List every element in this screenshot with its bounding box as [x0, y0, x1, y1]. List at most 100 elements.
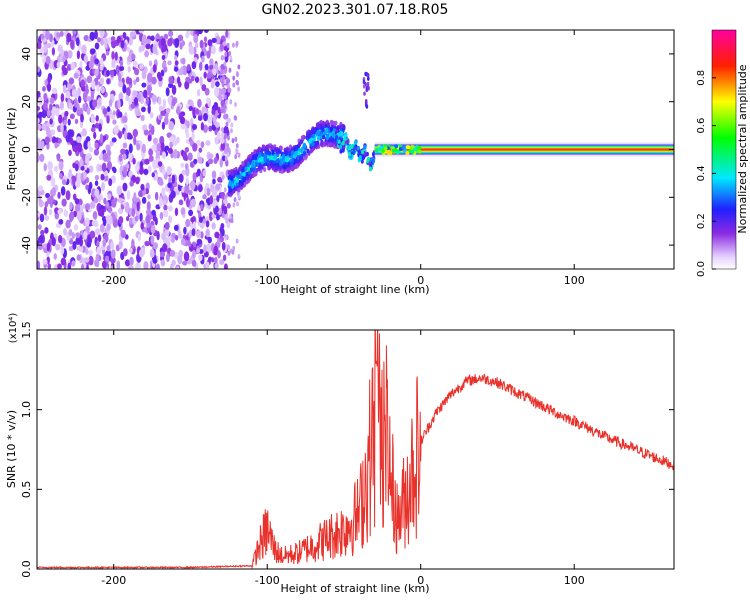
spectral-cell [94, 228, 101, 235]
spectral-cell [177, 254, 183, 265]
spectral-cell [148, 155, 154, 162]
spectral-cell [114, 51, 118, 61]
spectral-cell [145, 38, 151, 45]
spectral-cell [53, 165, 59, 172]
spectral-cell [103, 197, 107, 205]
spectral-cell [221, 213, 225, 219]
spectral-cell [80, 85, 87, 92]
spectral-cell [187, 99, 193, 105]
spectral-cell [141, 143, 146, 154]
spectral-cell [196, 238, 203, 245]
spectral-cell [150, 125, 155, 136]
spectral-cell [105, 144, 111, 152]
spectral-cell [228, 51, 232, 57]
spectral-cell [205, 140, 211, 146]
spectral-cell [118, 80, 123, 88]
spectral-cell [367, 86, 370, 91]
spectral-cell [363, 91, 366, 96]
spectral-cell [162, 243, 168, 252]
spectral-cell [149, 112, 154, 119]
spectral-cell [167, 182, 172, 189]
spectral-cell [71, 260, 76, 267]
spectral-cell [143, 168, 149, 175]
spectral-cell [248, 153, 252, 159]
spectral-cell [116, 260, 121, 269]
spectral-cell [120, 229, 127, 239]
spectral-cell [85, 176, 90, 184]
spectral-cell [178, 199, 184, 206]
spectral-cell [73, 224, 79, 231]
spectral-cell [180, 162, 185, 168]
spectral-cell [46, 43, 52, 49]
spectral-cell [185, 177, 189, 186]
spectral-cell [46, 109, 51, 117]
spectral-cell [263, 154, 268, 160]
spectral-cell [111, 137, 117, 143]
spectral-cell [223, 61, 227, 67]
spectral-cell [312, 127, 316, 133]
spectral-cell [138, 30, 145, 34]
spectral-cell [65, 190, 71, 201]
spectral-cell [123, 130, 128, 141]
spectral-cell [177, 34, 184, 42]
spectral-cell [58, 219, 64, 225]
spectral-cell [171, 84, 177, 95]
spectral-cell [65, 134, 72, 143]
spectral-cell [99, 133, 104, 144]
spectral-cell [198, 147, 203, 153]
spectral-cell [75, 37, 80, 47]
spectral-cell [353, 145, 357, 150]
spectral-cell [86, 107, 91, 115]
spectral-cell [118, 153, 123, 162]
spectral-cell [302, 150, 307, 156]
spectral-cell [140, 114, 145, 122]
spectral-cell [122, 248, 128, 257]
spectral-cell [186, 120, 190, 129]
spectral-cell [363, 144, 367, 150]
spectral-cell [168, 76, 174, 85]
spectral-cell [213, 101, 219, 111]
spectral-cell [105, 50, 110, 56]
spectral-cell [241, 160, 245, 166]
spectral-cell [190, 75, 195, 82]
spectral-cell [54, 142, 58, 149]
spectral-cell [328, 142, 332, 147]
spectral-cell [162, 98, 166, 109]
spectral-cell [194, 76, 200, 83]
spectral-cell [94, 122, 100, 129]
spectral-cell [223, 125, 229, 135]
spectral-cell [97, 97, 102, 106]
spectral-cell [192, 172, 197, 182]
y-tick-label: 40 [20, 47, 33, 61]
spectral-cell [82, 91, 88, 102]
spectral-cell [107, 205, 112, 214]
spectral-cell [76, 210, 82, 221]
spectral-cell [282, 153, 286, 159]
spectral-cell [74, 179, 81, 188]
spectral-cell [163, 116, 169, 125]
spectral-cell [192, 124, 198, 131]
spectral-cell [51, 237, 56, 247]
spectral-cell [146, 72, 153, 83]
spectral-cell [176, 105, 181, 115]
y-tick-label: 0.5 [20, 481, 33, 499]
y-tick-label: -40 [20, 236, 33, 254]
spectral-cell [120, 204, 124, 210]
spectral-cell [198, 254, 203, 262]
x-tick-label: 100 [564, 574, 585, 587]
spectral-cell [134, 215, 139, 222]
spectral-cell [181, 169, 187, 176]
spectral-cell [50, 129, 56, 136]
spectral-cell [217, 106, 221, 114]
spectral-cell [40, 229, 45, 236]
spectral-cell [92, 99, 98, 108]
spectral-cell [96, 246, 102, 255]
spectral-cell [51, 136, 57, 144]
spectral-cell [337, 139, 341, 144]
spectral-cell [57, 191, 61, 199]
spectral-cell [262, 144, 266, 150]
spectral-cell [93, 148, 100, 156]
spectral-cell [112, 110, 117, 116]
spectral-cell [80, 263, 85, 269]
spectral-cell [108, 178, 113, 187]
